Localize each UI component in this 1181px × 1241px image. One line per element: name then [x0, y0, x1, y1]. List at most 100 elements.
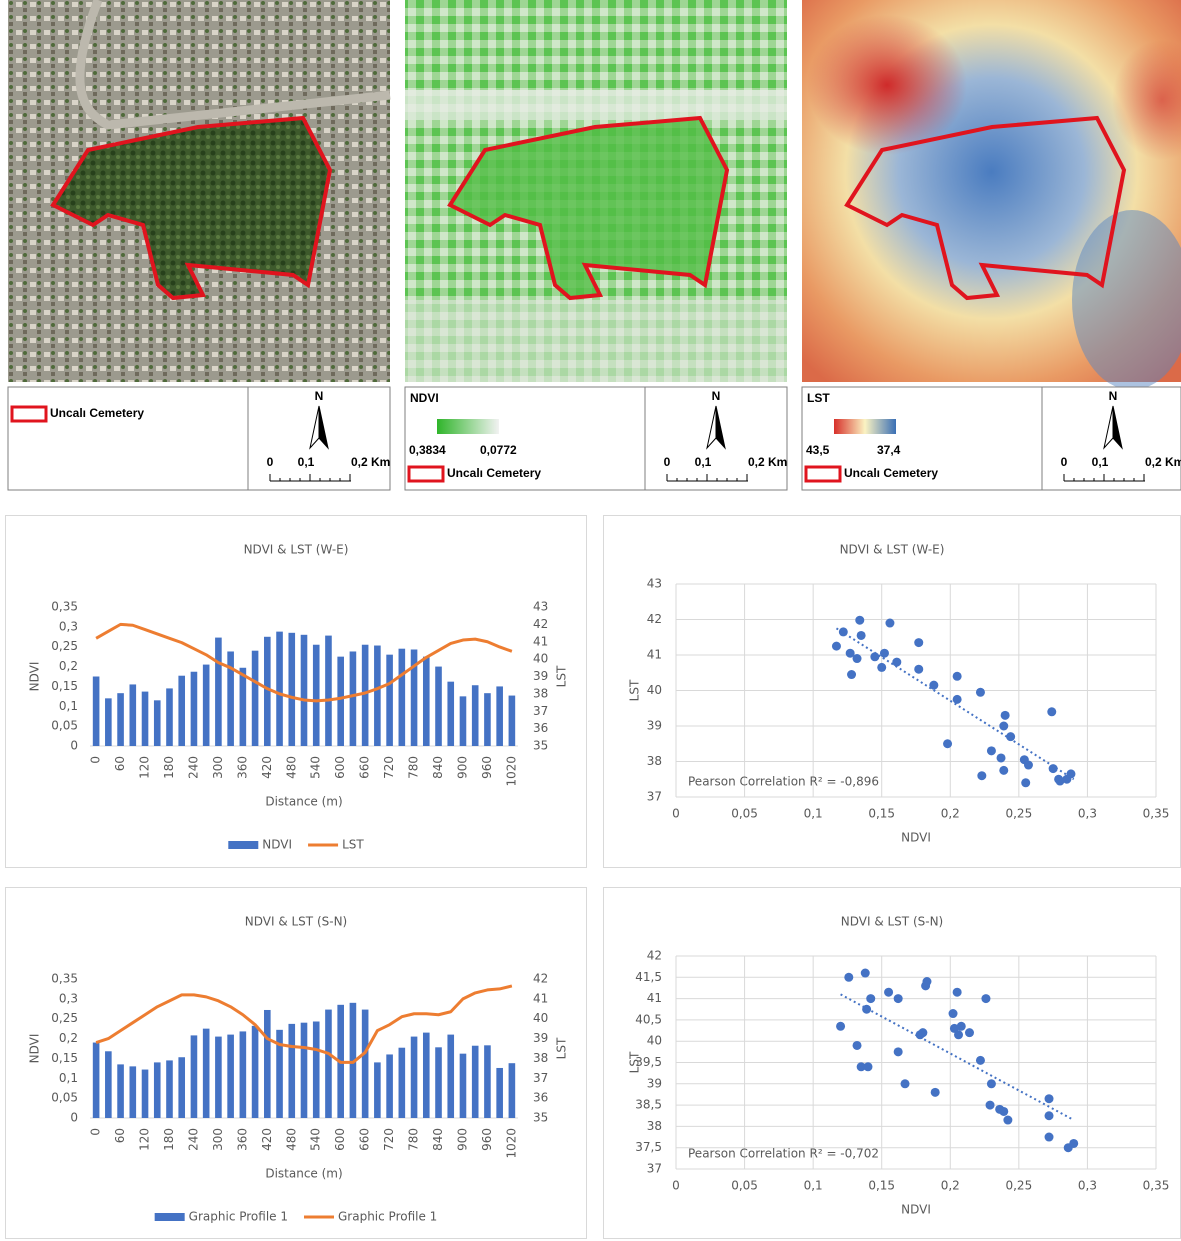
ramp-label: 0,3834 — [409, 443, 446, 457]
bar — [117, 1064, 124, 1118]
x-tick-label: 360 — [235, 756, 249, 779]
x-tick-label: 840 — [431, 756, 445, 779]
bar — [288, 1023, 296, 1118]
bar — [239, 667, 247, 746]
bar — [288, 632, 296, 746]
scale-label: 0,1 — [695, 455, 712, 469]
point — [844, 972, 854, 982]
bar — [471, 685, 479, 746]
north-label: N — [1109, 389, 1118, 403]
point — [900, 1079, 910, 1089]
x-tick-label: 120 — [138, 756, 152, 779]
point — [964, 1028, 974, 1038]
bar — [264, 1009, 271, 1118]
bar — [386, 654, 393, 746]
annotation: Pearson Correlation R² = -0,702 — [688, 1147, 879, 1161]
bar — [202, 664, 210, 746]
hot-spot — [1112, 40, 1181, 160]
map-panel: LST 43,5 37,4 Uncalı Cemetery N 0 0,1 0,2 Km — [801, 0, 1181, 491]
point — [831, 641, 841, 651]
map-shade — [405, 300, 787, 382]
bar — [105, 698, 112, 746]
y2-axis-label: LST — [555, 1037, 569, 1059]
bar — [251, 650, 259, 746]
bar — [422, 1032, 430, 1118]
point — [1055, 776, 1065, 786]
x-tick-label: 300 — [211, 756, 225, 779]
point — [1044, 1132, 1054, 1142]
point — [922, 977, 932, 987]
point — [952, 671, 962, 681]
y2-tick-label: 38 — [533, 686, 548, 700]
legend-label: NDVI — [262, 838, 292, 852]
point — [930, 1087, 940, 1097]
point — [986, 746, 996, 756]
bar — [410, 1036, 418, 1118]
y2-tick-label: 41 — [533, 991, 548, 1005]
y-tick-label: 41,5 — [635, 970, 662, 984]
bar — [92, 676, 100, 746]
trendline — [840, 993, 1075, 1121]
x-tick-label: 0,1 — [804, 1179, 823, 1193]
point — [914, 638, 924, 648]
bar — [312, 1021, 320, 1118]
x-tick-label: 960 — [480, 756, 494, 779]
bar — [276, 1029, 283, 1118]
chart-panel — [5, 515, 587, 868]
map-shade — [405, 90, 787, 120]
point — [885, 618, 895, 628]
bar — [178, 1057, 186, 1118]
y-tick-label: 41 — [647, 648, 662, 662]
x-tick-label: 60 — [113, 756, 127, 771]
x-tick-label: 780 — [407, 1128, 421, 1151]
x-tick-label: 0 — [672, 1179, 680, 1193]
bar — [141, 1069, 149, 1118]
y-tick-label: 0,05 — [51, 1091, 78, 1105]
map-panel: Uncalı Cemetery N 0 0,1 0,2 Km — [7, 0, 391, 491]
annotation: Pearson Correlation R² = -0,896 — [688, 775, 879, 789]
x-tick-label: 420 — [260, 1128, 274, 1151]
y-tick-label: 39 — [647, 719, 662, 733]
bar — [337, 656, 344, 746]
bar — [153, 700, 161, 746]
point — [999, 765, 1009, 775]
x-tick-label: 120 — [138, 1128, 152, 1151]
point — [877, 662, 887, 672]
legend-box — [7, 386, 249, 491]
chart-title: NDVI & LST (S-N) — [841, 915, 943, 929]
y-axis-label: LST — [628, 679, 642, 701]
point — [981, 994, 991, 1004]
x-axis-label: NDVI — [901, 1203, 931, 1217]
point — [986, 1079, 996, 1089]
bar — [264, 636, 271, 746]
y2-tick-label: 39 — [533, 669, 548, 683]
point — [975, 1055, 985, 1065]
y2-tick-label: 40 — [533, 652, 548, 666]
bar — [484, 1045, 491, 1118]
north-arrow — [715, 405, 726, 450]
north-arrow — [1112, 405, 1123, 450]
point — [999, 721, 1009, 731]
point — [1000, 710, 1010, 720]
bar — [398, 1047, 406, 1118]
x-tick-label: 1020 — [504, 756, 518, 787]
point — [914, 664, 924, 674]
x-tick-label: 660 — [358, 756, 372, 779]
scale-label: 0,1 — [298, 455, 315, 469]
y-tick-label: 0 — [70, 1111, 78, 1125]
point — [952, 987, 962, 997]
x-tick-label: 960 — [480, 1128, 494, 1151]
x-tick-label: 240 — [186, 1128, 200, 1151]
feature-symbol — [10, 405, 48, 423]
x-axis-label: Distance (m) — [265, 795, 342, 809]
x-tick-label: 600 — [333, 1128, 347, 1151]
point — [985, 1100, 995, 1110]
bar — [178, 675, 186, 746]
bar — [361, 644, 369, 746]
bar — [300, 1022, 308, 1118]
point — [870, 652, 880, 662]
y2-tick-label: 35 — [533, 1111, 548, 1125]
point — [838, 627, 848, 637]
scale-label: 0 — [664, 455, 671, 469]
